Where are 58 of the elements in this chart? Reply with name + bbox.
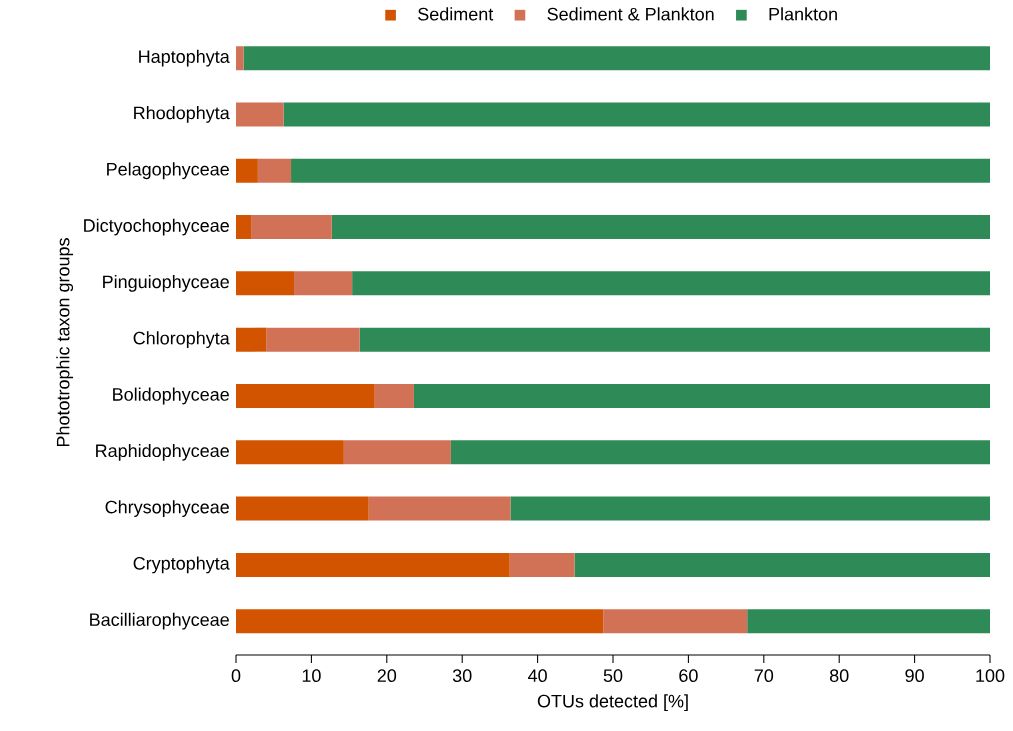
x-tick-label: 40: [528, 669, 547, 682]
x-tick-label: 60: [679, 669, 698, 682]
y-tick-label: Rhodophyta: [134, 106, 230, 123]
bar: [236, 102, 284, 127]
x-tick-label: 90: [905, 669, 924, 682]
y-tick-label: Chlorophyta: [133, 331, 230, 349]
y-tick-label: Pinguiophyceae: [103, 274, 229, 292]
bar: [283, 102, 990, 127]
bar: [236, 440, 344, 465]
bar: [236, 158, 258, 183]
bar: [243, 46, 990, 71]
bar: [251, 215, 332, 240]
x-tick-label: 10: [302, 669, 321, 682]
y-tick-label: Cryptophyta: [133, 556, 230, 574]
bar: [413, 383, 990, 408]
y-tick-label: Chrysophyceae: [105, 500, 229, 517]
y-tick-label: Haptophyta: [139, 49, 230, 67]
bar: [266, 327, 360, 352]
y-tick-label: Raphidophyceae: [96, 443, 229, 461]
x-tick-label: 100: [976, 669, 1005, 682]
y-tick-label: Pelagophyceae: [107, 162, 229, 180]
y-tick-label: Bacilliarophyceae: [90, 612, 229, 630]
bar: [236, 383, 375, 408]
bar: [236, 271, 295, 296]
bar: [291, 158, 990, 183]
bar: [236, 46, 244, 71]
bar: [510, 496, 990, 521]
bar: [603, 609, 748, 634]
legend-label: Sediment & Plankton: [547, 7, 714, 21]
x-tick-label: 80: [829, 669, 849, 682]
bar: [343, 440, 451, 465]
bar: [450, 440, 990, 465]
bar: [574, 552, 990, 577]
y-tick-label: Dictyochophyceae: [84, 218, 229, 236]
bar: [236, 327, 267, 352]
bar: [331, 215, 990, 240]
x-tick-label: 0: [231, 669, 241, 682]
bar: [359, 327, 990, 352]
bar: [236, 552, 510, 577]
legend-label: Plankton: [769, 7, 837, 21]
y-tick-label: Bolidophyceae: [113, 387, 229, 405]
x-axis-title: OTUs detected [%]: [537, 694, 688, 712]
bar: [294, 271, 353, 296]
x-tick-label: 70: [754, 669, 774, 682]
x-tick-label: 20: [377, 669, 397, 682]
x-tick-label: 30: [452, 669, 472, 682]
bar: [236, 609, 604, 634]
bar: [352, 271, 990, 296]
bar: [374, 383, 414, 408]
bar: [747, 609, 990, 634]
bar: [257, 158, 292, 183]
bar: [236, 496, 369, 521]
bar: [509, 552, 575, 577]
x-tick-label: 50: [603, 669, 623, 682]
legend-label: Sediment: [418, 7, 494, 21]
bar: [368, 496, 511, 521]
bar: [236, 215, 252, 240]
y-axis-title: Phototrophic taxon groups: [56, 238, 74, 447]
